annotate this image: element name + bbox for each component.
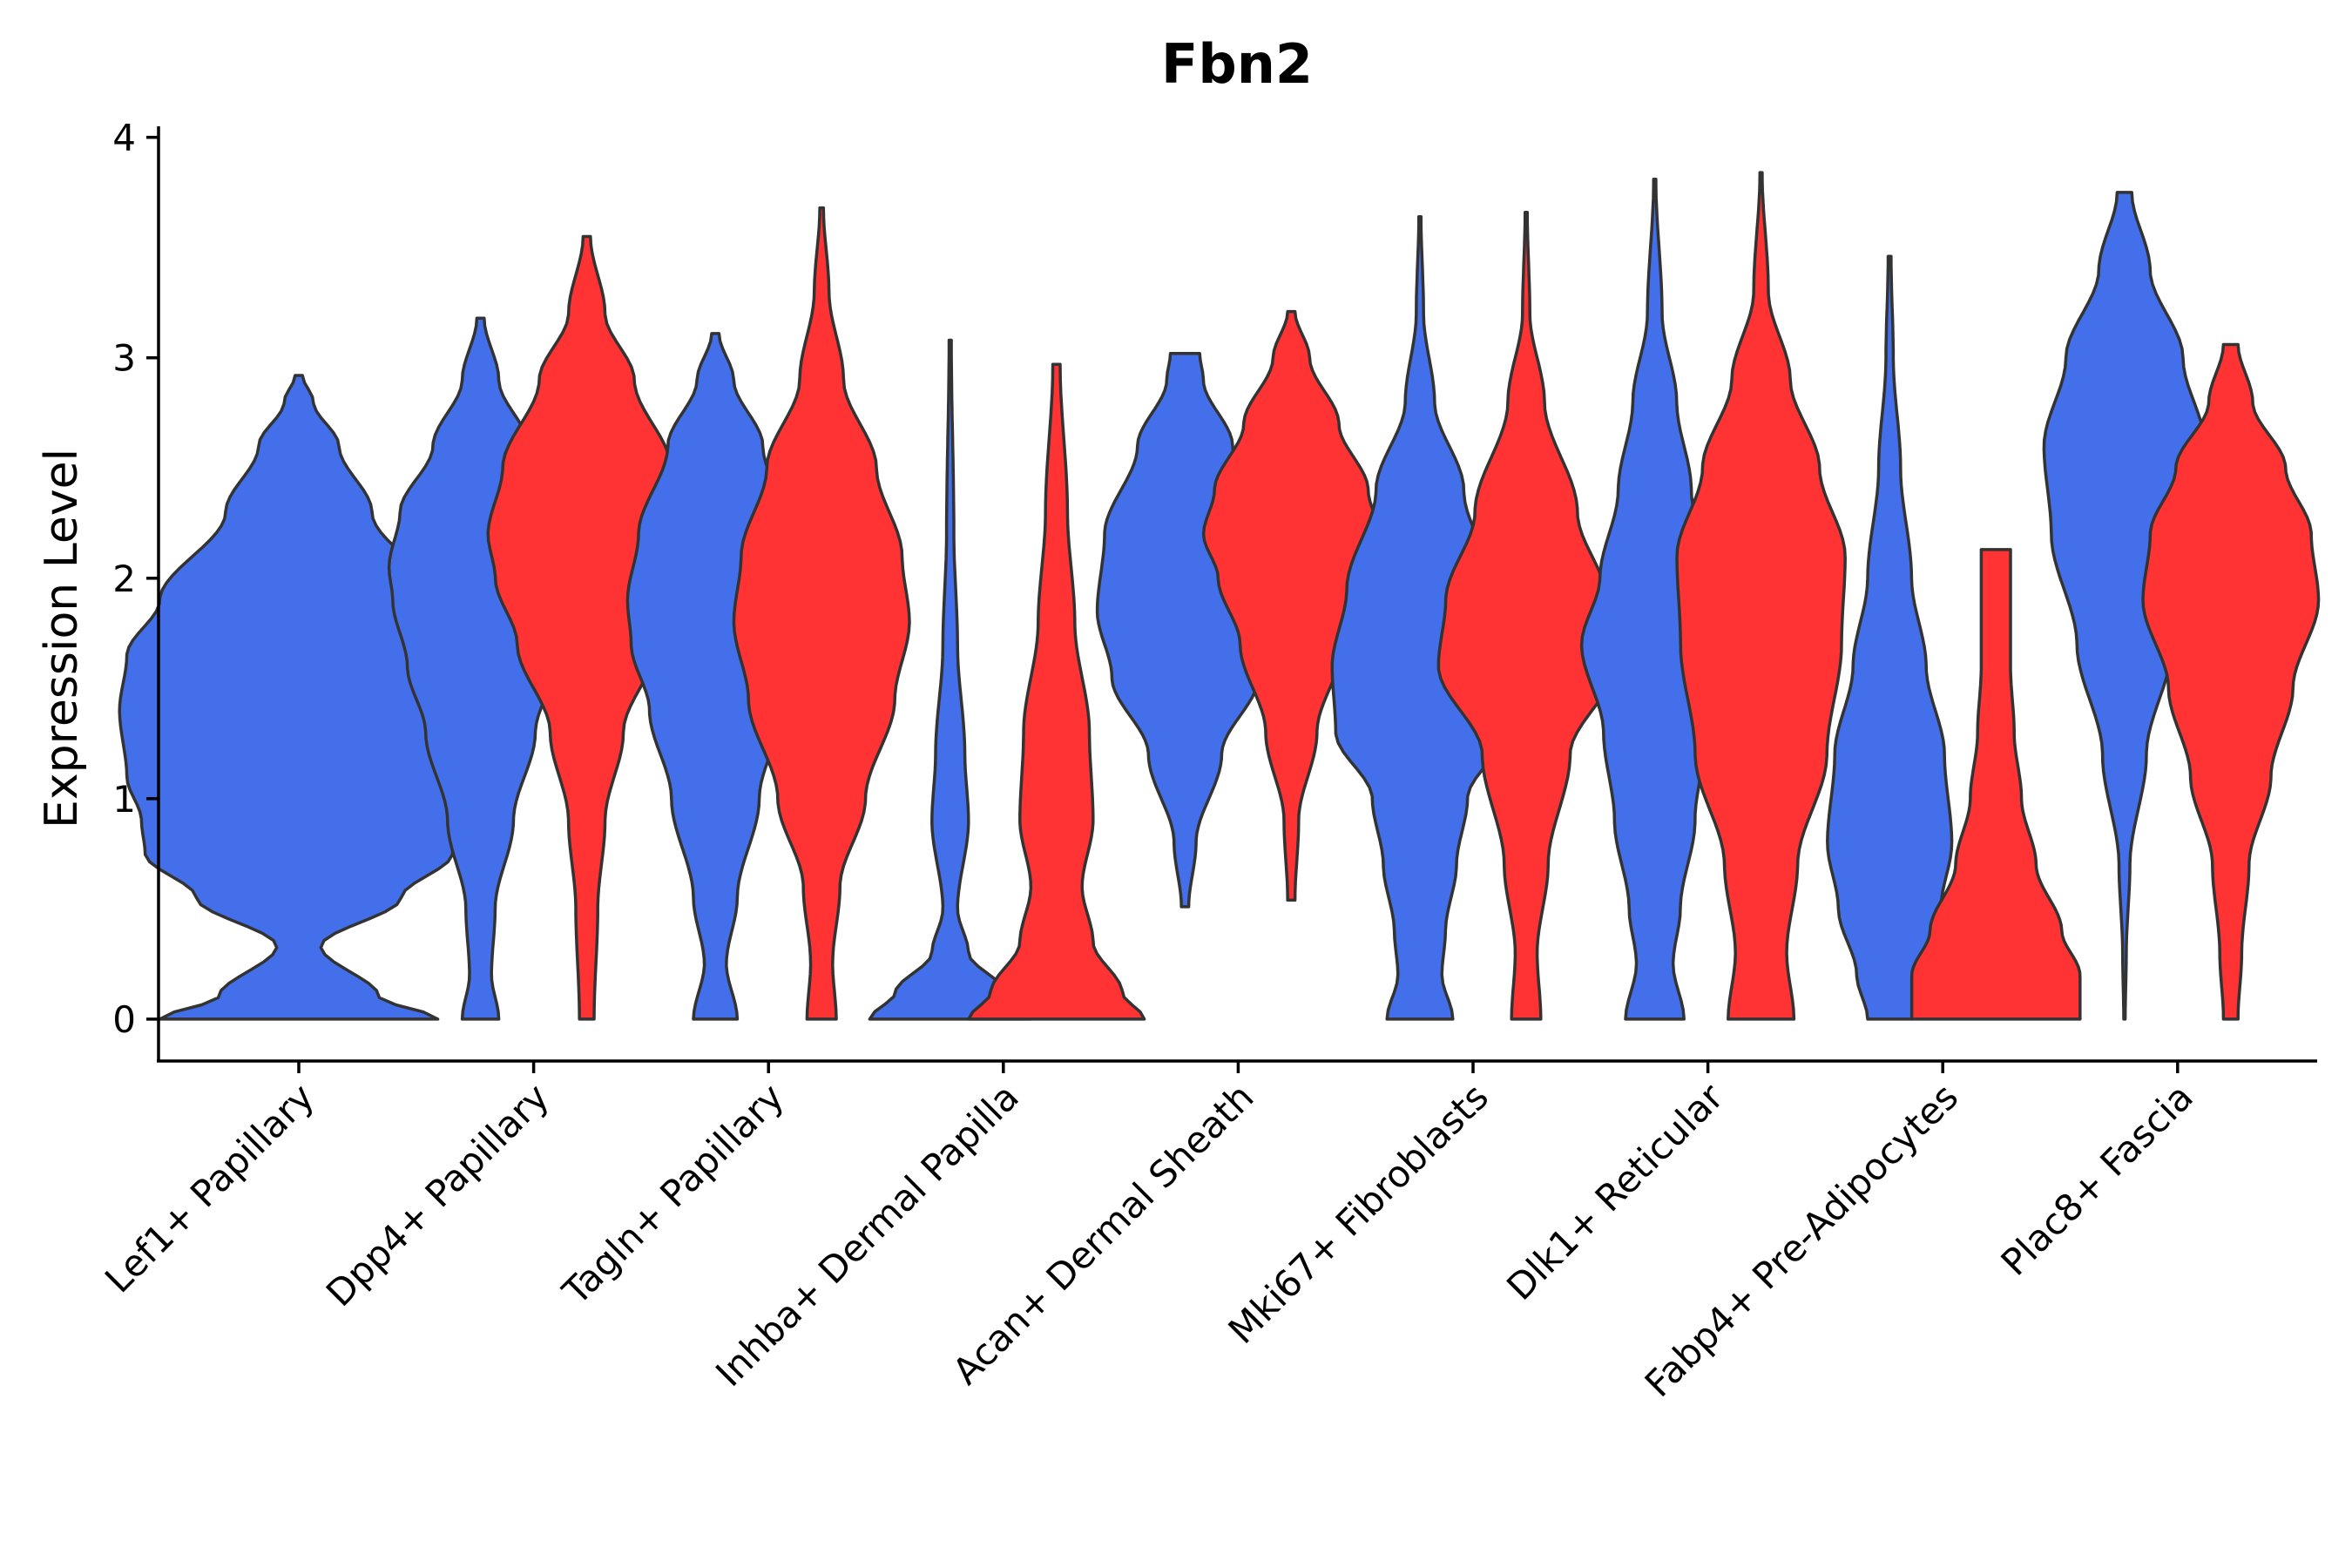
y-tick-label: 0 [112, 998, 136, 1041]
y-axis: 0 1 2 3 4 [112, 117, 160, 1061]
violin-red [1675, 171, 1847, 1021]
x-tick-label: Dlk1+ Reticular [1498, 1075, 1732, 1308]
y-tick-label: 3 [112, 337, 136, 380]
violin-blue [1826, 254, 1954, 1021]
violin-red [486, 234, 687, 1021]
x-tick-label: Lef1+ Papillary [97, 1075, 322, 1301]
violin-red [1909, 548, 2082, 1021]
violin-group [118, 171, 2321, 1021]
x-tick-label: Plac8+ Fascia [1993, 1075, 2201, 1283]
y-tick-label: 1 [112, 778, 136, 821]
x-tick-label: Tagln+ Papillary [554, 1075, 792, 1313]
y-tick-label: 4 [112, 117, 136, 159]
x-tick-label: Dpp4+ Papillary [318, 1075, 558, 1315]
chart-title: Fbn2 [1161, 32, 1313, 96]
violin-red [2141, 342, 2321, 1021]
violin-red [1201, 309, 1381, 902]
x-tick-label: Mki67+ Fibroblasts [1220, 1075, 1497, 1351]
y-axis-label: Expression Level [36, 449, 88, 828]
violin-blue [2042, 191, 2207, 1021]
violin-red [732, 206, 911, 1021]
violin-red [967, 362, 1146, 1021]
violin-blue [868, 338, 1032, 1021]
y-tick-label: 2 [112, 558, 136, 600]
violin-red [1436, 210, 1616, 1021]
